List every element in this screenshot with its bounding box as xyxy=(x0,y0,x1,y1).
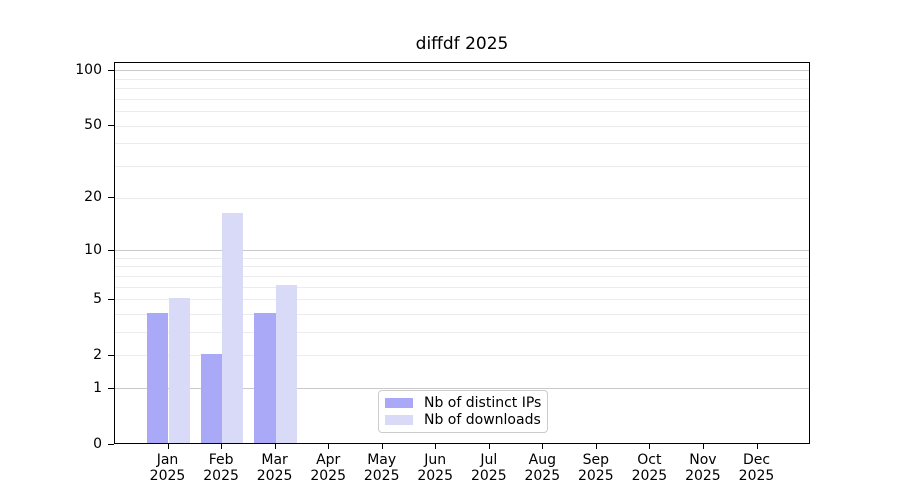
x-tick-month: Jun xyxy=(424,452,447,468)
x-tick-year: 2025 xyxy=(203,468,239,484)
x-tick-label: May 2025 xyxy=(350,452,414,484)
legend-label-downloads: Nb of downloads xyxy=(424,412,541,428)
x-tick-label: Mar 2025 xyxy=(243,452,307,484)
gridline-minor xyxy=(115,125,809,127)
gridline-minor xyxy=(115,286,809,288)
bar-downloads xyxy=(275,285,297,443)
x-tick-month: Nov xyxy=(689,452,717,468)
y-tick-mark xyxy=(108,444,114,445)
y-tick-label: 1 xyxy=(93,379,102,396)
x-tick-month: Aug xyxy=(528,452,556,468)
x-tick-label: Aug 2025 xyxy=(510,452,574,484)
x-tick-year: 2025 xyxy=(524,468,561,484)
gridline-minor xyxy=(115,111,809,113)
x-tick-mark xyxy=(328,444,330,449)
x-tick-month: May xyxy=(367,452,397,468)
y-tick-label: 50 xyxy=(84,117,102,134)
x-tick-mark xyxy=(595,444,597,449)
x-tick-mark xyxy=(274,444,276,449)
bar-distinct-ips xyxy=(200,353,223,443)
x-tick-label: Apr 2025 xyxy=(296,452,360,484)
plot-area xyxy=(114,62,810,444)
x-tick-label: Jul 2025 xyxy=(457,452,521,484)
x-tick-year: 2025 xyxy=(631,468,668,484)
y-tick-label: 20 xyxy=(84,189,102,206)
y-tick-mark xyxy=(108,249,114,251)
x-tick-year: 2025 xyxy=(685,468,721,484)
gridline-minor xyxy=(115,299,809,301)
x-tick-month: Apr xyxy=(316,452,341,468)
legend-swatch-distinct-ips xyxy=(385,398,413,408)
gridline-minor xyxy=(115,78,809,80)
legend-label-distinct-ips: Nb of distinct IPs xyxy=(424,395,542,411)
bar-distinct-ips xyxy=(254,312,276,443)
gridline-minor xyxy=(115,257,809,259)
y-tick-mark xyxy=(108,298,114,300)
legend-swatch-downloads xyxy=(385,415,413,425)
x-tick-year: 2025 xyxy=(149,468,186,484)
x-tick-month: Feb xyxy=(208,452,234,468)
x-tick-mark xyxy=(221,444,223,449)
gridline-minor xyxy=(115,332,809,334)
chart-title: diffdf 2025 xyxy=(415,34,509,54)
gridline-minor xyxy=(115,275,809,277)
legend-row-downloads: Nb of downloads xyxy=(385,412,541,428)
x-tick-mark xyxy=(702,444,704,449)
gridline-minor xyxy=(115,197,809,199)
x-tick-label: Dec 2025 xyxy=(725,452,789,484)
x-tick-mark xyxy=(435,444,437,449)
gridline-major xyxy=(115,70,809,72)
x-tick-year: 2025 xyxy=(417,468,453,484)
x-tick-year: 2025 xyxy=(310,468,346,484)
x-tick-year: 2025 xyxy=(256,468,293,484)
legend-row-distinct-ips: Nb of distinct IPs xyxy=(385,395,542,411)
x-tick-label: Nov 2025 xyxy=(671,452,735,484)
x-tick-month: Jul xyxy=(480,452,498,468)
x-tick-month: Dec xyxy=(742,452,771,468)
y-tick-mark xyxy=(108,197,114,199)
bar-downloads xyxy=(222,213,244,443)
x-tick-mark xyxy=(167,444,169,449)
x-tick-month: Oct xyxy=(637,452,662,468)
x-tick-label: Jan 2025 xyxy=(136,452,200,484)
y-tick-mark xyxy=(108,354,114,356)
legend: Nb of distinct IPs Nb of downloads xyxy=(378,390,548,433)
x-tick-month: Sep xyxy=(582,452,609,468)
bar-distinct-ips xyxy=(147,312,169,443)
x-tick-year: 2025 xyxy=(577,468,614,484)
gridline-major xyxy=(115,250,809,251)
gridline-minor xyxy=(115,266,809,268)
y-tick-mark xyxy=(108,387,114,389)
x-tick-label: Sep 2025 xyxy=(564,452,628,484)
gridline-minor xyxy=(115,314,809,315)
x-tick-year: 2025 xyxy=(363,468,400,484)
x-tick-mark xyxy=(381,444,383,449)
x-tick-year: 2025 xyxy=(470,468,507,484)
gridline-minor xyxy=(115,143,809,145)
y-tick-label: 10 xyxy=(84,241,102,258)
x-tick-year: 2025 xyxy=(738,468,775,484)
x-tick-month: Jan xyxy=(156,452,179,468)
x-tick-month: Mar xyxy=(261,452,288,468)
y-tick-label: 0 xyxy=(93,436,102,452)
x-tick-mark xyxy=(488,444,490,449)
x-tick-mark xyxy=(756,444,758,449)
y-tick-mark xyxy=(108,125,114,127)
bar-downloads xyxy=(168,297,190,443)
x-tick-mark xyxy=(542,444,544,449)
x-tick-label: Feb 2025 xyxy=(189,452,253,484)
gridline-minor xyxy=(115,166,809,167)
x-tick-mark xyxy=(649,444,651,449)
gridline-major xyxy=(115,388,809,390)
y-tick-label: 100 xyxy=(75,61,102,78)
x-tick-label: Oct 2025 xyxy=(617,452,681,484)
gridline-minor xyxy=(115,98,809,100)
y-tick-label: 2 xyxy=(93,346,102,363)
x-tick-label: Jun 2025 xyxy=(403,452,467,484)
y-tick-label: 5 xyxy=(93,290,102,307)
y-tick-mark xyxy=(108,69,114,71)
gridline-minor xyxy=(115,355,809,357)
gridline-minor xyxy=(115,88,809,90)
